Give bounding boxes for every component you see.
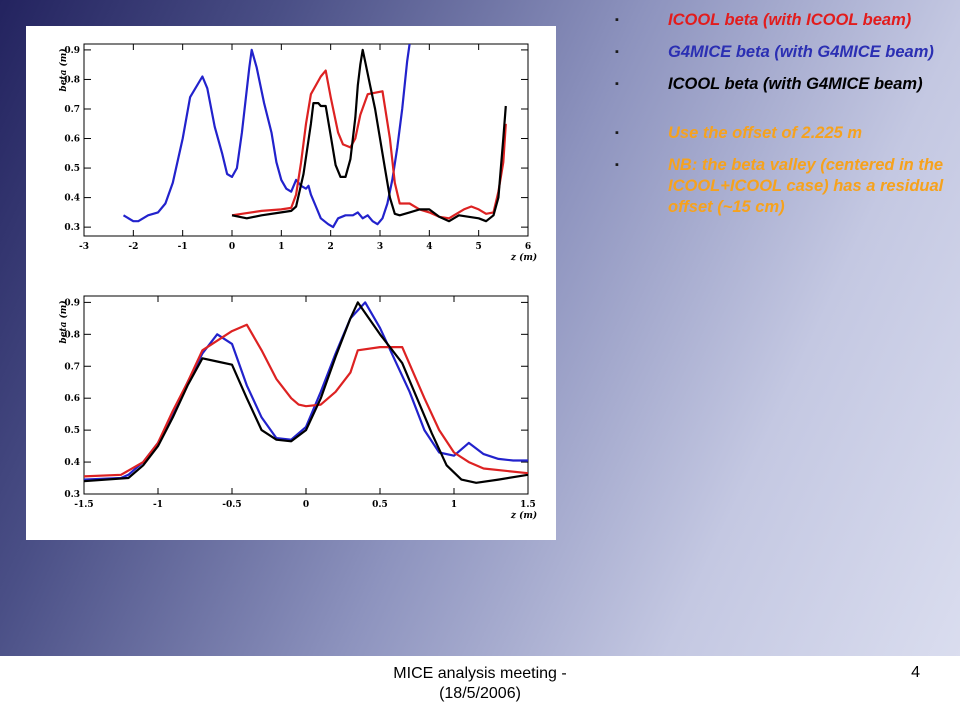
- beta-function-figure: -3 -2 -1 0 1 2 3 4 5 6 0.3 0.4 0.5 0.6 0.7 0.8 0.9 z (m) b…: [26, 26, 556, 540]
- y-tick-label: 0.6: [64, 394, 80, 404]
- x-tick-label: -1: [178, 242, 188, 252]
- series-line: [231, 48, 507, 223]
- x-tick-label: 3: [377, 242, 383, 252]
- footer-band: [0, 656, 960, 720]
- y-tick-label: 0.5: [64, 426, 80, 436]
- bullet-text: Use the offset of 2.225 m: [668, 124, 863, 142]
- bullet-g4mice-g4mice: ▪ G4MICE beta (with G4MICE beam): [608, 42, 948, 63]
- series-line: [84, 323, 528, 478]
- square-bullet-icon: ▪: [615, 127, 619, 139]
- square-bullet-icon: ▪: [615, 46, 619, 58]
- x-tick-label: -0.5: [222, 500, 241, 510]
- y-tick-label: 0.9: [64, 46, 80, 56]
- footer-title: MICE analysis meeting - (18/5/2006): [393, 665, 567, 702]
- y-tick-label: 0.4: [64, 194, 80, 204]
- y-tick-label: 0.7: [64, 362, 80, 372]
- bullet-icool-g4mice: ▪ ICOOL beta (with G4MICE beam): [608, 74, 948, 95]
- series-line: [122, 44, 411, 229]
- y-tick-label: 0.3: [64, 490, 80, 500]
- y-tick-label: 0.3: [64, 223, 80, 233]
- square-bullet-icon: ▪: [615, 78, 619, 90]
- plot-frame: [83, 295, 529, 495]
- x-tick-label: 4: [426, 242, 432, 252]
- x-tick-label: 0.5: [372, 500, 388, 510]
- x-tick-label: 2: [328, 242, 334, 252]
- plot-frame: [83, 43, 529, 237]
- x-tick-label: -1: [153, 500, 163, 510]
- bullet-offset: ▪ Use the offset of 2.225 m: [608, 123, 948, 144]
- x-axis-label: z (m): [510, 252, 537, 263]
- page-number: 4: [911, 664, 920, 681]
- y-axis-label: beta (m): [58, 48, 69, 91]
- square-bullet-icon: ▪: [615, 159, 619, 171]
- bullet-note: ▪ NB: the beta valley (centered in the I…: [608, 155, 948, 218]
- beta-plots-svg: -3 -2 -1 0 1 2 3 4 5 6 0.3 0.4 0.5 0.6 0.7 0.8 0.9 z (m) b…: [58, 43, 537, 521]
- y-tick-label: 0.5: [64, 164, 80, 174]
- y-tick-label: 0.9: [64, 298, 80, 308]
- x-tick-label: 0: [303, 500, 309, 510]
- bullet-icool-icool: ▪ ICOOL beta (with ICOOL beam): [608, 10, 948, 31]
- x-tick-label: -1.5: [74, 500, 93, 510]
- bullet-text: G4MICE beta (with G4MICE beam): [668, 43, 934, 61]
- x-tick-label: 1.5: [520, 500, 536, 510]
- x-tick-label: 1: [278, 242, 284, 252]
- x-tick-label: 1: [451, 500, 457, 510]
- x-tick-label: -2: [128, 242, 138, 252]
- square-bullet-icon: ▪: [615, 14, 619, 26]
- series-line: [84, 301, 528, 484]
- series-line: [231, 69, 507, 220]
- y-tick-label: 0.4: [64, 458, 80, 468]
- bullet-text: NB: the beta valley (centered in the ICO…: [668, 156, 944, 216]
- y-tick-label: 0.7: [64, 105, 80, 115]
- x-axis-label: z (m): [510, 510, 537, 521]
- x-tick-label: 6: [525, 242, 531, 252]
- bullet-text: ICOOL beta (with ICOOL beam): [668, 11, 912, 29]
- bullet-list: ▪ ICOOL beta (with ICOOL beam) ▪ G4MICE …: [608, 10, 948, 218]
- y-tick-label: 0.8: [64, 330, 80, 340]
- x-tick-label: 5: [476, 242, 482, 252]
- x-tick-label: 0: [229, 242, 235, 252]
- y-tick-label: 0.8: [64, 75, 80, 85]
- x-tick-label: -3: [79, 242, 89, 252]
- y-tick-label: 0.6: [64, 135, 80, 145]
- y-axis-label: beta (m): [58, 300, 69, 343]
- bullet-text: ICOOL beta (with G4MICE beam): [668, 75, 923, 93]
